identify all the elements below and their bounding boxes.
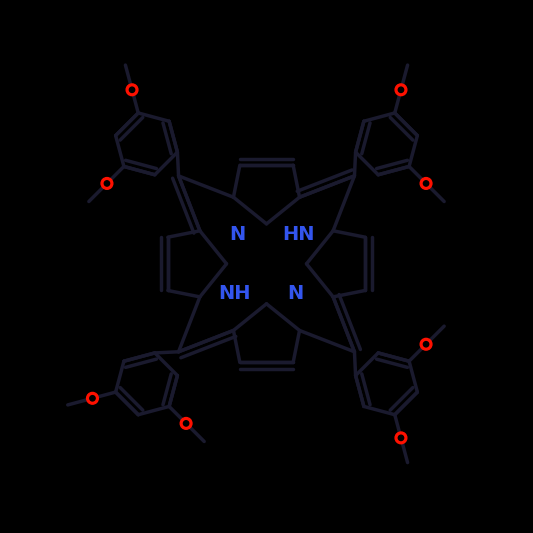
Circle shape <box>86 392 98 404</box>
Text: HN: HN <box>282 225 314 244</box>
Text: N: N <box>229 225 245 244</box>
Circle shape <box>90 395 95 401</box>
Circle shape <box>130 87 135 92</box>
Circle shape <box>423 342 429 347</box>
Text: NH: NH <box>219 284 251 303</box>
Circle shape <box>420 177 432 189</box>
Circle shape <box>423 181 429 186</box>
Circle shape <box>398 435 403 441</box>
Circle shape <box>104 181 110 186</box>
Circle shape <box>180 417 192 429</box>
Circle shape <box>398 87 403 92</box>
Circle shape <box>395 84 407 95</box>
Circle shape <box>395 432 407 444</box>
Circle shape <box>126 84 138 95</box>
Circle shape <box>183 421 189 426</box>
Circle shape <box>101 177 113 189</box>
Circle shape <box>420 338 432 350</box>
Text: N: N <box>288 284 304 303</box>
